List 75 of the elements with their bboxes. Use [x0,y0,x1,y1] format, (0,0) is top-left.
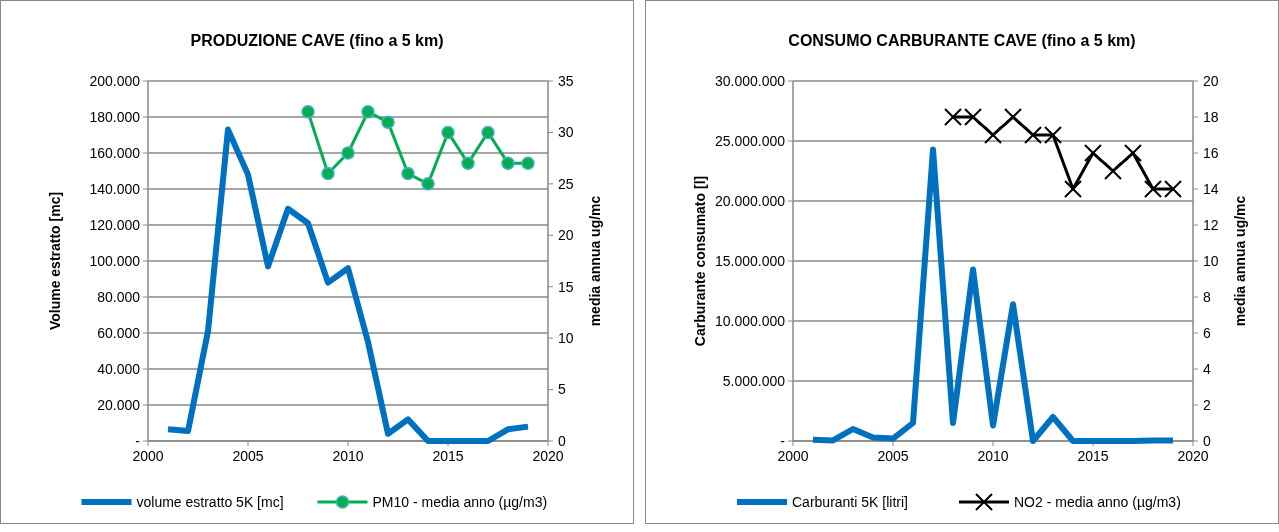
point [461,156,475,171]
x-tick-label: 2015 [432,448,464,464]
point [341,146,355,160]
y2-tick-label: 16 [1203,144,1219,161]
y2-tick-label: 5 [558,381,566,398]
x-tick-label: 2000 [777,448,809,464]
point [301,105,315,119]
y2-tick-label: 6 [1203,324,1211,341]
x-tick-label: 2000 [132,448,164,464]
y-axis-title: Carburante consumato [l] [692,175,708,347]
y2-tick-label: 12 [1203,216,1219,233]
x-tick-label: 2015 [1077,448,1109,464]
y-tick-label: 180.000 [89,108,141,125]
point [381,115,395,129]
y-tick-label: 100.000 [89,252,141,269]
y2-tick-label: 14 [1203,180,1219,197]
point [1084,144,1102,162]
y-tick-label: 120.000 [89,216,141,233]
x-tick-label: 2005 [232,448,264,464]
legend-label: volume estratto 5K [mc] [136,493,284,510]
y2-axis-title: media annua ug/mc [587,195,603,327]
y-tick-label: 20.000.000 [714,192,786,209]
y-tick-label: 20.000 [97,396,141,413]
legend-label: PM10 - media anno (µg/m3) [372,493,548,510]
point [984,126,1002,144]
y-tick-label: 80.000 [97,288,141,305]
y-tick-label: 15.000.000 [714,252,786,269]
y-tick-label: 40.000 [97,360,141,377]
y2-tick-label: 20 [558,227,574,244]
y-tick-label: 25.000.000 [714,132,786,149]
y-tick-label: 160.000 [89,144,141,161]
y2-tick-label: 30 [558,124,574,141]
y-tick-label: 10.000.000 [714,312,786,329]
y2-tick-label: 4 [1203,360,1211,377]
point [1004,108,1022,126]
point [481,125,495,140]
y2-tick-label: 25 [558,175,574,192]
x-tick-label: 2020 [532,448,564,464]
y2-tick-label: 20 [1203,72,1219,89]
legend-label: Carburanti 5K [litri] [792,493,908,510]
y2-axis-title: media annua ug/mc [1232,195,1248,327]
point [401,166,415,181]
point [441,125,455,140]
chart-title: PRODUZIONE CAVE (fino a 5 km) [190,32,444,49]
y2-tick-label: 10 [1203,252,1219,269]
y2-tick-label: 10 [558,330,574,347]
y2-tick-label: 15 [558,278,574,295]
x-tick-label: 2010 [977,448,1009,464]
y2-tick-label: 0 [1203,432,1211,449]
y-tick-label: 5.000.000 [722,372,786,389]
point [421,177,435,191]
chart-title: CONSUMO CARBURANTE CAVE (fino a 5 km) [788,32,1136,49]
point [1124,144,1142,162]
legend-label: NO2 - media anno (µg/m3) [1014,493,1181,510]
y-tick-label: - [780,432,786,449]
point [361,105,375,119]
y2-tick-label: 8 [1203,288,1211,305]
y-tick-label: 200.000 [89,72,141,89]
x-tick-label: 2005 [877,448,909,464]
y-tick-label: 30.000.000 [714,72,786,89]
y-tick-label: - [135,432,141,449]
point [1104,162,1122,180]
y-tick-label: 60.000 [97,324,141,341]
x-tick-label: 2020 [1177,448,1209,464]
point [1064,180,1082,198]
y2-tick-label: 35 [558,72,574,89]
point [321,166,335,181]
y2-tick-label: 18 [1203,108,1219,125]
y2-tick-label: 0 [558,432,566,449]
y2-tick-label: 2 [1203,396,1211,413]
x-tick-label: 2010 [332,448,364,464]
y-axis-title: Volume estratto [mc] [47,191,63,331]
point [521,156,535,171]
point [501,156,515,171]
y-tick-label: 140.000 [89,180,141,197]
